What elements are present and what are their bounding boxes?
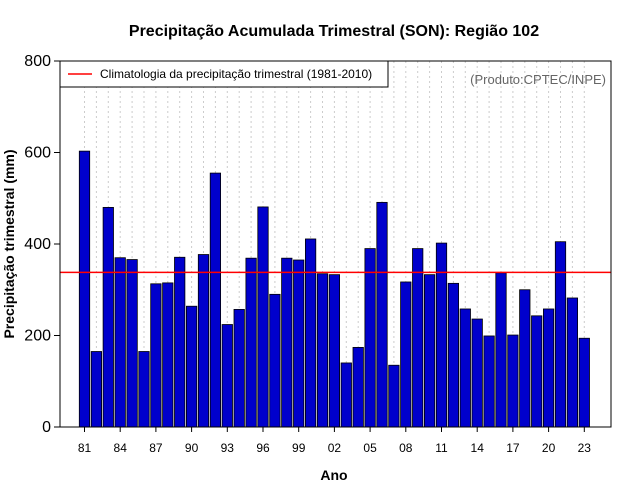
bar-1992 <box>209 172 221 428</box>
bar-1994 <box>233 309 245 428</box>
bar-2003 <box>340 362 352 428</box>
bar-1983 <box>102 206 114 428</box>
legend-label: Climatologia da precipitação trimestral … <box>100 67 372 81</box>
bar-1985 <box>126 259 138 428</box>
bar-2004 <box>352 346 364 428</box>
bar-1990 <box>185 305 198 428</box>
bar-2014 <box>471 318 483 428</box>
credit-text: (Produto:CPTEC/INPE) <box>470 72 606 87</box>
y-axis-label: Precipitação trimestral (mm) <box>1 149 17 338</box>
bar-1988 <box>162 282 174 428</box>
x-tick-label-17: 17 <box>506 441 520 455</box>
bar-2023 <box>578 337 590 428</box>
y-tick-label-400: 400 <box>24 236 51 253</box>
bar-2019 <box>531 315 543 428</box>
x-tick-label-99: 99 <box>292 441 306 455</box>
y-tick-label-200: 200 <box>24 328 51 345</box>
y-tick-label-0: 0 <box>42 419 51 436</box>
bar-2018 <box>519 289 531 428</box>
bar-2008 <box>400 281 412 428</box>
bar-2002 <box>328 274 341 428</box>
bars-group <box>78 150 590 428</box>
bar-1987 <box>150 283 162 428</box>
x-axis: 81 84 87 90 93 96 99 02 05 08 11 14 17 20 23 <box>78 427 591 455</box>
chart-title: Precipitação Acumulada Trimestral (SON):… <box>129 23 539 40</box>
bar-2011 <box>435 242 448 428</box>
bar-1981 <box>78 150 91 428</box>
x-tick-label-05: 05 <box>363 441 377 455</box>
x-tick-label-87: 87 <box>149 441 163 455</box>
bar-1982 <box>90 351 102 428</box>
y-tick-label-600: 600 <box>24 145 51 162</box>
x-tick-label-96: 96 <box>256 441 270 455</box>
bar-1991 <box>197 254 210 428</box>
x-tick-label-90: 90 <box>185 441 199 455</box>
bar-2013 <box>459 308 471 428</box>
bar-2017 <box>507 334 519 428</box>
x-tick-label-14: 14 <box>471 441 485 455</box>
bar-2021 <box>554 241 567 428</box>
x-tick-label-20: 20 <box>542 441 556 455</box>
bar-2012 <box>447 282 460 428</box>
bar-2009 <box>412 248 424 428</box>
x-tick-label-02: 02 <box>328 441 342 455</box>
bar-2020 <box>543 308 555 428</box>
bar-1993 <box>221 324 233 428</box>
bar-1989 <box>174 256 186 428</box>
x-tick-label-11: 11 <box>435 441 448 455</box>
bar-1996 <box>257 206 269 428</box>
bar-1986 <box>138 351 150 428</box>
bar-2007 <box>388 364 400 428</box>
x-tick-label-93: 93 <box>221 441 235 455</box>
x-tick-label-81: 81 <box>78 441 92 455</box>
bar-2022 <box>566 297 579 428</box>
bar-2000 <box>304 238 317 428</box>
bar-1997 <box>269 293 281 428</box>
bar-1999 <box>293 259 305 428</box>
bar-1995 <box>245 257 257 428</box>
bar-1984 <box>114 257 126 428</box>
x-tick-label-08: 08 <box>399 441 413 455</box>
y-axis: 0 200 400 600 800 <box>24 53 60 436</box>
x-tick-label-23: 23 <box>578 441 592 455</box>
bar-2005 <box>364 248 376 428</box>
legend: Climatologia da precipitação trimestral … <box>59 60 389 88</box>
bar-2010 <box>423 274 436 428</box>
bar-2001 <box>316 273 329 428</box>
bar-2006 <box>376 201 388 428</box>
y-tick-label-800: 800 <box>24 53 51 70</box>
bar-2015 <box>483 335 495 428</box>
bar-1998 <box>281 257 293 428</box>
legend-box <box>59 60 389 88</box>
bar-2016 <box>495 272 507 428</box>
x-axis-label: Ano <box>320 467 347 483</box>
x-tick-label-84: 84 <box>114 441 128 455</box>
